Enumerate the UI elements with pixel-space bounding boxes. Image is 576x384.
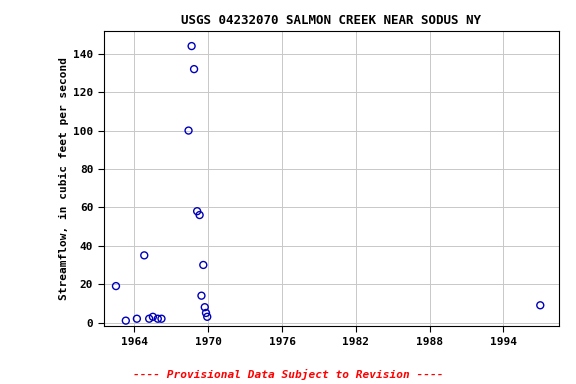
Point xyxy=(202,310,211,316)
Point xyxy=(536,302,545,308)
Point xyxy=(195,212,204,218)
Point xyxy=(187,43,196,49)
Point xyxy=(199,262,208,268)
Point xyxy=(139,252,149,258)
Point xyxy=(200,304,210,310)
Point xyxy=(121,318,130,324)
Point xyxy=(148,314,157,320)
Point xyxy=(192,208,202,214)
Point xyxy=(190,66,199,72)
Point xyxy=(157,316,166,322)
Point xyxy=(184,127,193,134)
Point xyxy=(203,314,212,320)
Point xyxy=(145,316,154,322)
Point xyxy=(132,316,142,322)
Point xyxy=(197,293,206,299)
Point xyxy=(153,316,162,322)
Title: USGS 04232070 SALMON CREEK NEAR SODUS NY: USGS 04232070 SALMON CREEK NEAR SODUS NY xyxy=(181,14,481,27)
Text: ---- Provisional Data Subject to Revision ----: ---- Provisional Data Subject to Revisio… xyxy=(132,369,444,380)
Point xyxy=(111,283,120,289)
Y-axis label: Streamflow, in cubic feet per second: Streamflow, in cubic feet per second xyxy=(59,57,69,300)
